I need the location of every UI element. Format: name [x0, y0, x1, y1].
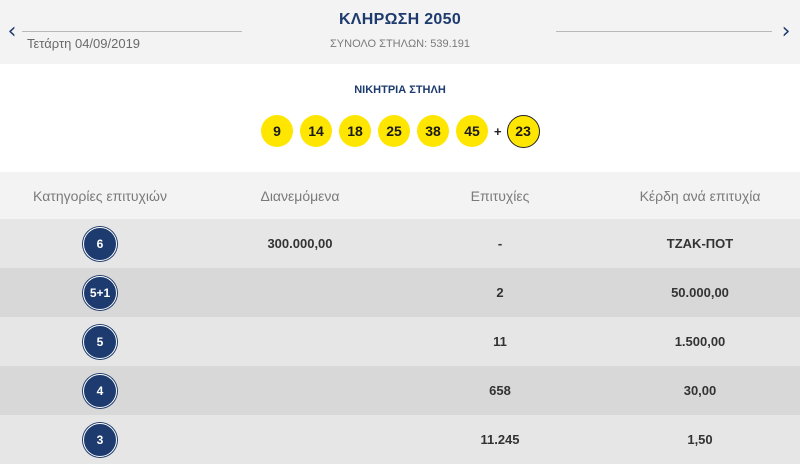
prize-cell: 50.000,00: [671, 285, 729, 300]
category-badge: 5: [83, 324, 117, 359]
number-ball: 18: [339, 115, 371, 147]
prize-table: Κατηγορίες επιτυχιών Διανεμόμενα Επιτυχί…: [0, 172, 800, 464]
winners-cell: 658: [489, 383, 511, 398]
columns-total: ΣΥΝΟΛΟ ΣΤΗΛΩΝ: 539.191: [329, 38, 471, 50]
prize-cell: ΤΖΑΚ-ΠΟΤ: [666, 236, 734, 251]
table-row: 5 11 1.500,00: [0, 317, 800, 366]
chevron-left-icon[interactable]: ‹: [7, 19, 17, 44]
plus-sign: +: [494, 123, 502, 139]
winners-cell: 11: [493, 334, 507, 349]
table-row: 3 11.245 1,50: [0, 415, 800, 464]
header-distributed: Διανεμόμενα: [260, 187, 340, 204]
table-row: 6 300.000,00 - ΤΖΑΚ-ΠΟΤ: [0, 219, 800, 268]
category-badge: 5+1: [83, 275, 117, 310]
distributed-cell: 300.000,00: [267, 236, 333, 251]
winners-cell: -: [497, 236, 503, 251]
number-ball: 14: [300, 115, 332, 147]
header-winners: Επιτυχίες: [470, 187, 530, 204]
header-divider-right: [556, 31, 772, 32]
winners-cell: 11.245: [480, 432, 520, 447]
draw-header: ‹ Τετάρτη 04/09/2019 ΚΛΗΡΩΣΗ 2050 ΣΥΝΟΛΟ…: [0, 0, 800, 64]
draw-title: ΚΛΗΡΩΣΗ 2050: [338, 11, 462, 28]
winning-column-title: ΝΙΚΗΤΡΙΑ ΣΤΗΛΗ: [354, 84, 446, 96]
table-row: 5+1 2 50.000,00: [0, 268, 800, 317]
number-ball: 38: [417, 115, 449, 147]
header-prize-per-winner: Κέρδη ανά επιτυχία: [639, 187, 761, 204]
header-divider-left: [22, 31, 242, 32]
category-badge: 6: [83, 226, 117, 261]
bonus-ball: 23: [506, 114, 540, 148]
category-badge: 3: [83, 422, 117, 457]
draw-date: Τετάρτη 04/09/2019: [27, 36, 141, 51]
number-ball: 45: [456, 115, 488, 147]
header-categories: Κατηγορίες επιτυχιών: [33, 187, 167, 204]
table-header: Κατηγορίες επιτυχιών Διανεμόμενα Επιτυχί…: [0, 172, 800, 219]
chevron-right-icon[interactable]: ›: [781, 19, 791, 44]
prize-cell: 1,50: [687, 432, 713, 447]
winners-cell: 2: [496, 285, 504, 300]
number-ball: 9: [261, 115, 293, 147]
prize-cell: 1.500,00: [674, 334, 726, 349]
category-badge: 4: [83, 373, 117, 408]
winning-numbers: 9 14 18 25 38 45 + 23: [261, 114, 540, 148]
number-ball: 25: [378, 115, 410, 147]
prize-cell: 30,00: [683, 383, 717, 398]
table-row: 4 658 30,00: [0, 366, 800, 415]
